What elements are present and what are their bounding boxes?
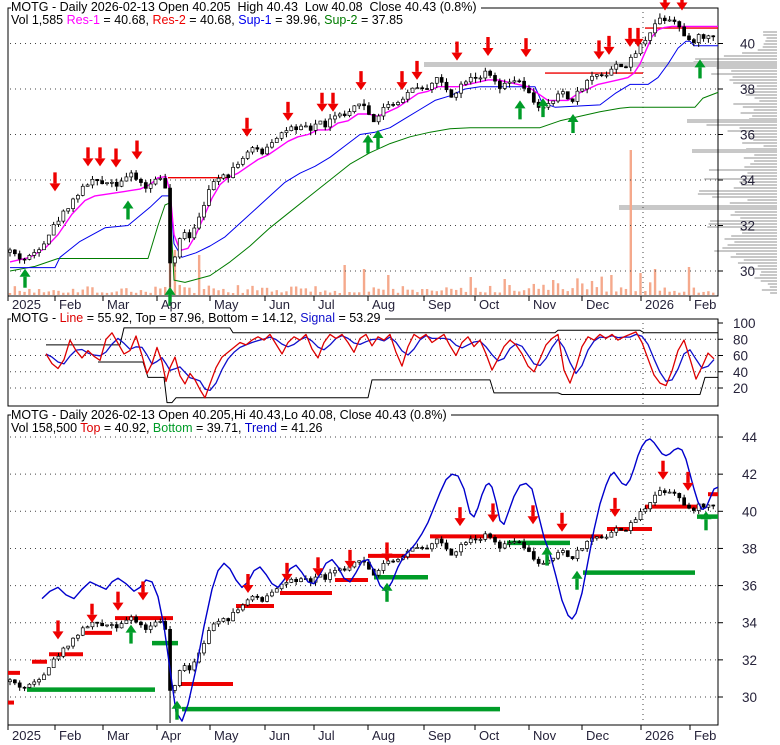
top-indicator-value: Sup-2 xyxy=(324,13,358,27)
middle-panel-header: MOTG - Line = 55.92, Top = 87.96, Bottom… xyxy=(11,312,385,325)
top-indicator-lines xyxy=(9,25,719,283)
x-axis-label: May xyxy=(214,728,239,743)
x-axis-label: 2025 xyxy=(12,297,41,312)
x-axis-label: Sep xyxy=(428,728,451,743)
top-indicator-value: = 40.68, xyxy=(185,13,239,27)
bottom-panel xyxy=(7,414,719,726)
y-axis-label: 42 xyxy=(742,467,757,482)
axis-labels: 4038363432301008060402044424038363432302… xyxy=(7,37,758,743)
top-panel-title: MOTG - Daily 2026-02-13 Open 40.205 High… xyxy=(11,0,477,14)
y-axis-label: 34 xyxy=(742,616,758,631)
middle-indicator-value: = 53.29 xyxy=(334,311,381,325)
y-axis-label: 38 xyxy=(740,82,755,97)
top-panel-header-line2: Vol 1,585 Res-1 = 40.68, Res-2 = 40.68, … xyxy=(11,14,407,27)
top-indicator-value: Res-1 xyxy=(66,13,100,27)
x-axis-label: Mar xyxy=(107,728,130,743)
x-axis-label: Dec xyxy=(586,297,610,312)
bottom-signal-arrows xyxy=(52,460,712,720)
x-axis-label: Jul xyxy=(318,728,335,743)
bottom-panel-border[interactable] xyxy=(7,414,719,726)
y-axis-label: 20 xyxy=(733,381,748,396)
top-indicator-value: Sup-1 xyxy=(238,13,272,27)
bottom-indicator-value: = 39.71, xyxy=(192,421,245,435)
x-axis-label: Jul xyxy=(318,297,335,312)
y-axis-label: 60 xyxy=(733,349,748,364)
x-axis-label: Feb xyxy=(694,728,716,743)
top-indicator-value: = 39.96, xyxy=(271,13,325,27)
middle-indicator-value: MOTG - xyxy=(11,311,60,325)
middle-indicator-value: = 87.96, xyxy=(155,311,209,325)
y-axis-label: 40 xyxy=(740,37,755,52)
middle-indicator-value: = 55.92, xyxy=(83,311,136,325)
x-axis-label: May xyxy=(214,297,239,312)
y-axis-label: 32 xyxy=(742,653,757,668)
bottom-indicator-value: Bottom xyxy=(152,421,193,435)
middle-grid xyxy=(10,323,717,404)
top-panel-header-line1: MOTG - Daily 2026-02-13 Open 40.205 High… xyxy=(11,1,481,14)
y-axis-label: 80 xyxy=(733,332,748,347)
x-axis-label: Oct xyxy=(479,728,500,743)
x-axis-label: Sep xyxy=(428,297,451,312)
x-axis-label: Nov xyxy=(533,297,557,312)
x-axis-label: Jun xyxy=(269,728,290,743)
x-axis-label: Jun xyxy=(269,297,290,312)
x-axis-label: 2025 xyxy=(12,728,41,743)
x-axis-label: Apr xyxy=(161,728,182,743)
top-indicator-value: = 40.68, xyxy=(99,13,153,27)
x-axis-label: Feb xyxy=(59,297,81,312)
y-axis-label: 34 xyxy=(740,173,756,188)
x-axis-label: 2026 xyxy=(645,297,674,312)
bottom-indicator-value: Vol 158,500 xyxy=(11,421,81,435)
volume-profile xyxy=(424,31,777,294)
x-axis-label: Aug xyxy=(372,728,395,743)
middle-indicator-value: Top xyxy=(135,311,156,325)
top-signal-arrows xyxy=(19,0,706,306)
bottom-indicator-value: Top xyxy=(80,421,101,435)
y-axis-label: 32 xyxy=(740,219,755,234)
bottom-panel-header-line2: Vol 158,500 Top = 40.92, Bottom = 39.71,… xyxy=(11,422,327,435)
top-indicator-value: = 37.85 xyxy=(357,13,403,27)
oscillator-lines xyxy=(45,327,718,404)
middle-indicator-value: Line xyxy=(59,311,84,325)
bottom-panel-header-line1: MOTG - Daily 2026-02-13 Open 40.205,Hi 4… xyxy=(11,409,451,422)
y-axis-label: 40 xyxy=(733,365,748,380)
bottom-grid xyxy=(10,419,717,723)
y-axis-label: 30 xyxy=(740,264,755,279)
x-axis-label: Apr xyxy=(161,297,182,312)
top-grid xyxy=(10,12,717,294)
bottom-level-segments xyxy=(8,492,718,712)
x-axis-label: Nov xyxy=(533,728,557,743)
x-axis-label: Feb xyxy=(59,728,81,743)
top-candles xyxy=(8,13,716,303)
y-axis-label: 44 xyxy=(742,430,758,445)
x-axis-label: Dec xyxy=(586,728,610,743)
y-axis-label: 38 xyxy=(742,541,757,556)
bottom-indicator-value: = 40.92, xyxy=(100,421,153,435)
middle-indicator-value: Bottom xyxy=(208,311,248,325)
volume-bars xyxy=(8,150,715,295)
middle-indicator-value: = 14.12, xyxy=(247,311,301,325)
bottom-indicator-value: Trend xyxy=(244,421,277,435)
y-axis-label: 40 xyxy=(742,504,757,519)
y-axis-label: 36 xyxy=(742,579,757,594)
x-axis-label: 2026 xyxy=(645,728,674,743)
x-axis-label: Mar xyxy=(107,297,130,312)
bottom-indicator-value: = 41.26 xyxy=(276,421,323,435)
x-axis-label: Feb xyxy=(694,297,716,312)
trend-line xyxy=(41,438,719,722)
bottom-candles xyxy=(8,486,716,723)
bottom-panel-title: MOTG - Daily 2026-02-13 Open 40.205,Hi 4… xyxy=(11,408,447,422)
y-axis-label: 36 xyxy=(740,128,755,143)
y-axis-label: 100 xyxy=(733,316,756,331)
top-indicator-value: Res-2 xyxy=(152,13,186,27)
y-axis-label: 30 xyxy=(742,690,757,705)
top-indicator-value: Vol 1,585 xyxy=(11,13,67,27)
x-axis-label: Aug xyxy=(372,297,395,312)
middle-indicator-value: Signal xyxy=(300,311,335,325)
x-axis-label: Oct xyxy=(479,297,500,312)
